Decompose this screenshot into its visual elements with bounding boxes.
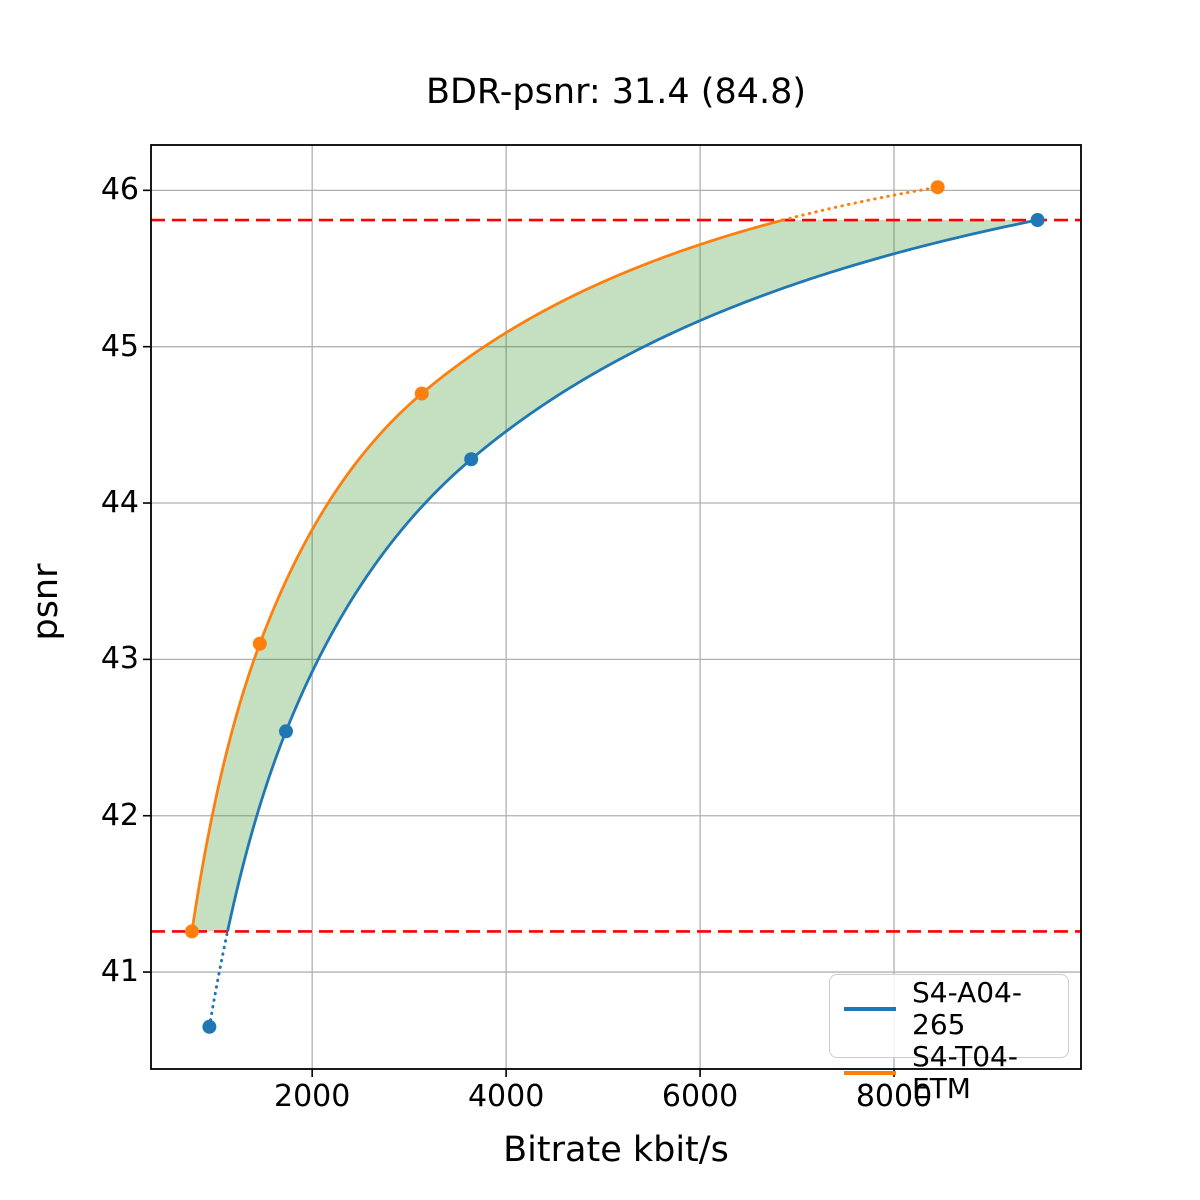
rd-curve	[190, 218, 784, 932]
x-tick-label: 6000	[661, 1079, 739, 1114]
legend-line-swatch	[844, 1071, 896, 1075]
legend-label: S4-T04-ETM	[912, 1040, 1018, 1105]
data-point-marker	[202, 1019, 217, 1034]
data-point-marker	[278, 724, 293, 739]
legend-label: S4-A04-265	[912, 976, 1022, 1041]
x-axis-label: Bitrate kbit/s	[503, 1130, 729, 1170]
x-tick-label: 8000	[855, 1079, 933, 1114]
x-tick-label: 4000	[467, 1079, 545, 1114]
rd-curve-dotted	[207, 929, 230, 1029]
data-point-marker	[252, 636, 267, 651]
data-point-marker	[414, 386, 429, 401]
y-tick-label: 45	[100, 328, 139, 364]
data-point-marker	[464, 452, 479, 467]
data-point-marker	[1030, 213, 1045, 228]
x-tick-label: 2000	[273, 1079, 351, 1114]
data-point-marker	[930, 180, 945, 195]
data-point-marker	[184, 924, 199, 939]
bd-shaded-region	[191, 220, 1038, 932]
y-tick-label: 41	[100, 954, 139, 990]
y-tick-label: 44	[100, 485, 139, 521]
chart-title: BDR-psnr: 31.4 (84.8)	[425, 72, 807, 112]
y-tick-label: 42	[100, 797, 139, 833]
legend-item: S4-A04-265	[830, 977, 1068, 1041]
axes-spines	[150, 144, 1082, 1070]
legend: S4-A04-265 S4-T04-ETM	[829, 974, 1069, 1105]
rd-curve	[226, 218, 1038, 932]
y-tick-label: 43	[100, 641, 139, 677]
y-tick-label: 46	[100, 172, 139, 208]
y-axis-label: psnr	[26, 563, 66, 641]
legend-item: S4-T04-ETM	[830, 1041, 1068, 1105]
rd-curve-dotted	[781, 185, 940, 222]
legend-line-swatch	[844, 1007, 896, 1011]
